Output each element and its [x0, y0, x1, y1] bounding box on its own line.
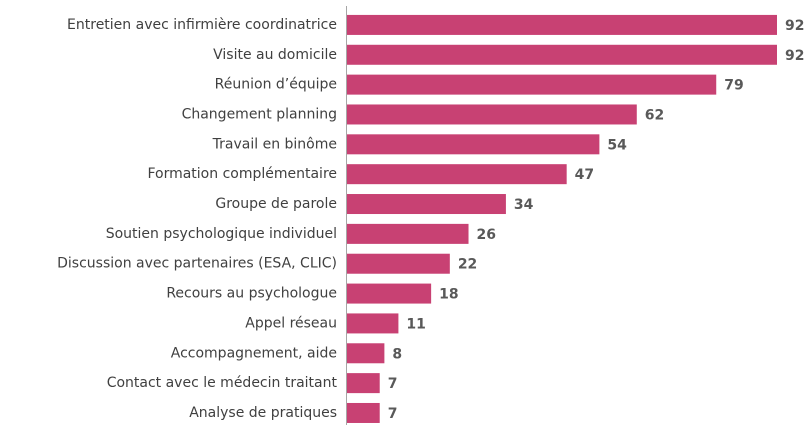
bar	[347, 313, 399, 334]
value-label: 54	[607, 137, 627, 153]
value-label: 22	[458, 257, 477, 273]
value-label: 92	[785, 48, 804, 64]
value-label: 7	[388, 406, 398, 422]
category-label: Contact avec le médecin traitant	[107, 375, 338, 391]
bar	[347, 104, 637, 125]
category-label: Réunion d’équipe	[215, 77, 337, 93]
category-label: Analyse de pratiques	[189, 405, 337, 421]
value-label: 79	[724, 78, 743, 94]
category-label: Accompagnement, aide	[171, 345, 337, 361]
value-label: 62	[645, 107, 664, 123]
bar	[347, 283, 432, 304]
category-label: Formation complémentaire	[147, 166, 337, 182]
bar	[347, 223, 469, 244]
category-label: Recours au psychologue	[166, 286, 337, 302]
category-label: Discussion avec partenaires (ESA, CLIC)	[57, 256, 337, 272]
value-label: 18	[439, 287, 458, 303]
value-label: 8	[392, 346, 402, 362]
bar	[347, 14, 777, 35]
value-label: 92	[785, 18, 804, 34]
bar	[347, 373, 380, 394]
category-label: Groupe de parole	[215, 196, 337, 212]
value-label: 7	[388, 376, 398, 392]
bar	[347, 402, 380, 423]
bar	[347, 74, 717, 95]
bar	[347, 134, 600, 155]
value-label: 34	[514, 197, 534, 213]
bar	[347, 164, 567, 185]
value-label: 26	[477, 227, 496, 243]
category-label: Visite au domicile	[213, 47, 337, 63]
category-label: Entretien avec infirmière coordinatrice	[67, 17, 337, 33]
value-label: 11	[406, 316, 425, 332]
bar	[347, 44, 777, 65]
value-label: 47	[575, 167, 594, 183]
bar	[347, 194, 506, 215]
category-label: Travail en binôme	[212, 136, 337, 152]
category-label: Changement planning	[182, 106, 337, 122]
category-label: Soutien psychologique individuel	[106, 226, 337, 242]
category-label: Appel réseau	[245, 315, 337, 331]
bar	[347, 253, 450, 274]
bar	[347, 343, 385, 364]
